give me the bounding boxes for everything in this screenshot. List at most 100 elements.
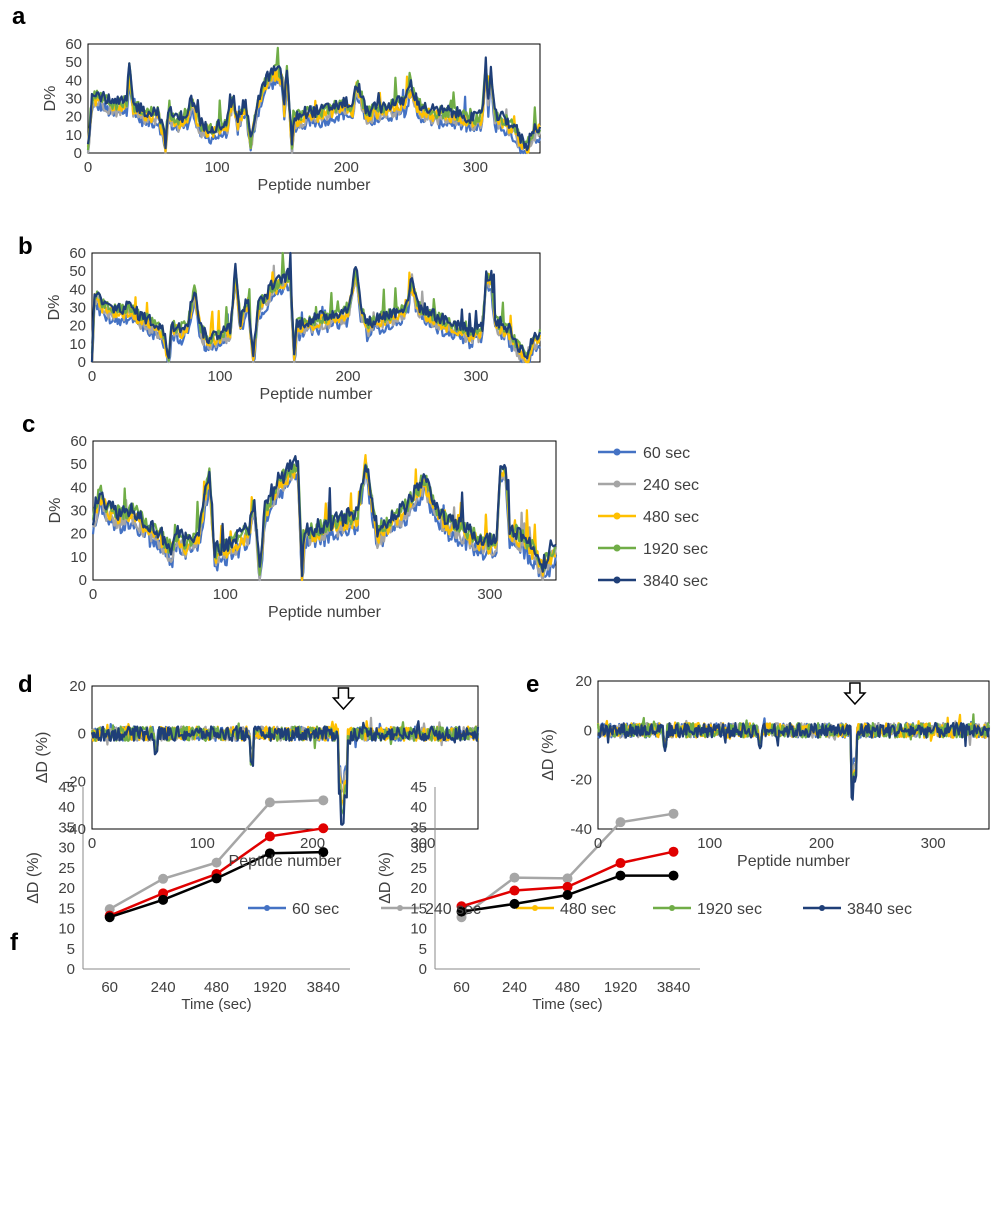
panel-letter-e: e xyxy=(526,671,539,698)
y-tick-label: 60 xyxy=(65,36,82,53)
x-tick-label: 200 xyxy=(334,159,359,176)
data-point-black xyxy=(562,889,573,900)
data-point-gray xyxy=(264,797,275,808)
series-lines xyxy=(86,46,991,923)
x-tick-label: 300 xyxy=(410,835,435,852)
y-tick-label: 40 xyxy=(410,799,427,816)
x-tick-label: 200 xyxy=(300,835,325,852)
data-point-black xyxy=(615,870,626,881)
y-tick-label: 20 xyxy=(69,318,86,335)
y-tick-label: 20 xyxy=(70,526,87,543)
x-axis-label: Time (sec) xyxy=(532,996,602,1013)
data-point-black xyxy=(158,894,169,905)
x-axis-label: Peptide number xyxy=(737,853,851,870)
data-point-gray xyxy=(158,873,169,884)
y-tick-label: 35 xyxy=(58,819,75,836)
y-tick-label: 30 xyxy=(70,503,87,520)
y-axis-label: D% xyxy=(46,295,63,321)
y-tick-label: 40 xyxy=(65,72,82,89)
plot-frame-a xyxy=(87,43,541,154)
y-tick-label: 45 xyxy=(58,779,75,796)
arrow-annotation xyxy=(331,687,356,711)
x-tick-label: 100 xyxy=(213,586,238,603)
panel-letter-b: b xyxy=(18,233,33,260)
data-point-gray xyxy=(318,795,329,806)
legend-marker xyxy=(819,905,825,911)
y-tick-label: -20 xyxy=(64,773,86,790)
data-point-red xyxy=(562,881,573,892)
legend-marker xyxy=(613,544,621,552)
legend-marker xyxy=(532,905,538,911)
y-axis-label: ΔD (%) xyxy=(25,852,42,904)
y-tick-label: 0 xyxy=(67,961,75,978)
data-point-black xyxy=(104,912,115,923)
x-axis-label: Peptide number xyxy=(260,386,374,403)
y-tick-label: -40 xyxy=(570,821,592,838)
y-tick-label: 20 xyxy=(69,678,86,695)
plot-frame-d xyxy=(91,685,479,830)
legend-label: 1920 sec xyxy=(697,901,762,918)
y-tick-label: 5 xyxy=(67,941,75,958)
panel-letter-c: c xyxy=(22,411,35,438)
x-tick-label: 3840 xyxy=(657,979,690,996)
legend-label: 480 sec xyxy=(560,901,616,918)
y-tick-label: 10 xyxy=(410,921,427,938)
legend-label: 240 sec xyxy=(425,901,481,918)
legend-marker xyxy=(613,512,621,520)
data-point-gray xyxy=(668,808,679,819)
data-point-red xyxy=(264,831,275,842)
y-tick-label: 0 xyxy=(78,726,86,743)
panel-letter-d: d xyxy=(18,671,33,698)
x-tick-label: 60 xyxy=(101,979,118,996)
y-tick-label: 60 xyxy=(69,245,86,262)
legend-marker xyxy=(669,905,675,911)
x-axis-label: Time (sec) xyxy=(181,996,251,1013)
y-tick-label: 20 xyxy=(65,109,82,126)
legend-marker xyxy=(613,480,621,488)
panel-letter-f: f xyxy=(10,929,19,956)
x-tick-label: 240 xyxy=(502,979,527,996)
legend-label: 480 sec xyxy=(643,509,699,526)
y-tick-label: 10 xyxy=(65,127,82,144)
y-tick-label: 0 xyxy=(78,354,86,371)
data-point-black xyxy=(668,870,679,881)
y-tick-label: 40 xyxy=(58,799,75,816)
legend-marker xyxy=(397,905,403,911)
y-tick-label: -40 xyxy=(64,821,86,838)
data-point-gray xyxy=(509,872,520,883)
series-line-3840-sec xyxy=(90,251,542,363)
y-tick-label: 25 xyxy=(58,860,75,877)
y-axis-label: D% xyxy=(47,498,64,524)
y-axis-label: D% xyxy=(42,86,59,112)
series-line-3840-sec xyxy=(90,720,480,826)
legend-label: 60 sec xyxy=(643,445,690,462)
y-tick-label: 10 xyxy=(70,549,87,566)
data-point-red xyxy=(318,823,329,834)
y-tick-label: 40 xyxy=(69,281,86,298)
y-axis-label: ΔD (%) xyxy=(377,852,394,904)
legend-label: 3840 sec xyxy=(847,901,912,918)
x-tick-label: 480 xyxy=(204,979,229,996)
y-tick-label: 0 xyxy=(79,572,87,589)
x-tick-label: 1920 xyxy=(253,979,286,996)
y-tick-label: 40 xyxy=(70,479,87,496)
data-point-gray xyxy=(615,817,626,828)
y-axis-label: ΔD (%) xyxy=(540,729,557,781)
x-tick-label: 100 xyxy=(205,159,230,176)
x-tick-label: 480 xyxy=(555,979,580,996)
legend-marker xyxy=(613,576,621,584)
y-axis-label: ΔD (%) xyxy=(34,732,51,784)
x-tick-label: 0 xyxy=(84,159,92,176)
x-tick-label: 60 xyxy=(453,979,470,996)
x-tick-label: 100 xyxy=(697,835,722,852)
x-tick-label: 300 xyxy=(921,835,946,852)
y-tick-label: 30 xyxy=(65,91,82,108)
x-axis-label: Peptide number xyxy=(268,604,382,621)
y-tick-label: 50 xyxy=(65,54,82,71)
series-line-1920-sec xyxy=(86,46,542,151)
y-tick-label: 30 xyxy=(69,300,86,317)
series-line-480-sec xyxy=(92,454,557,582)
legend-marker xyxy=(264,905,270,911)
